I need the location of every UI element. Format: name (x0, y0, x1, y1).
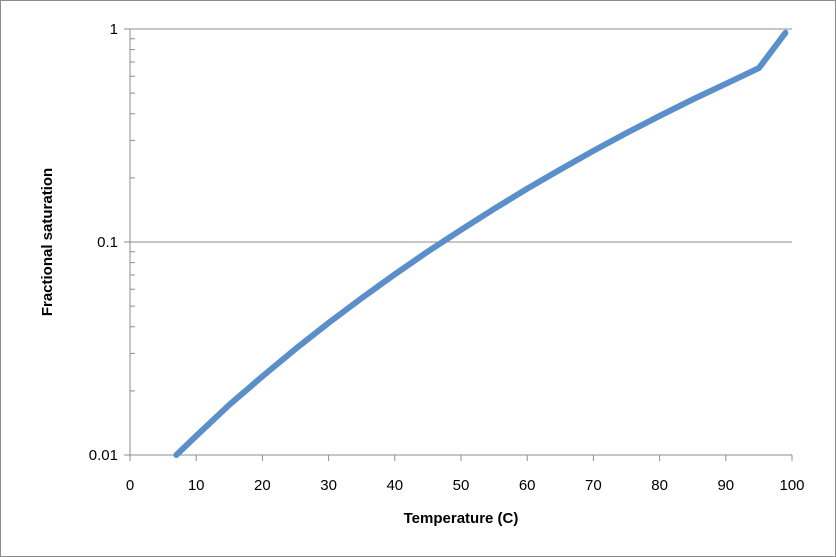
x-tick-label: 40 (386, 477, 403, 494)
x-tick-label: 10 (188, 477, 205, 494)
x-tick-label: 0 (126, 477, 134, 494)
x-tick-label: 30 (320, 477, 337, 494)
x-tick-label: 80 (651, 477, 668, 494)
x-tick-label: 60 (519, 477, 536, 494)
x-axis-title: Temperature (C) (404, 510, 519, 527)
y-tick-label: 0.01 (89, 447, 118, 464)
x-tick-label: 90 (717, 477, 734, 494)
series-layer (173, 29, 789, 458)
x-tick-label: 50 (453, 477, 470, 494)
x-tick-label: 70 (585, 477, 602, 494)
tick-labels: 0 10 20 30 40 50 60 70 80 90 100 0.01 0.1 1 (89, 21, 805, 494)
x-tick-label: 100 (779, 477, 804, 494)
gridlines (130, 28, 792, 243)
axes (124, 28, 793, 461)
y-tick-label: 0.1 (97, 234, 118, 251)
x-tick-label: 20 (254, 477, 271, 494)
y-tick-label: 1 (110, 21, 118, 38)
series-line (173, 29, 789, 458)
y-axis-title: Fractional saturation (39, 168, 56, 316)
